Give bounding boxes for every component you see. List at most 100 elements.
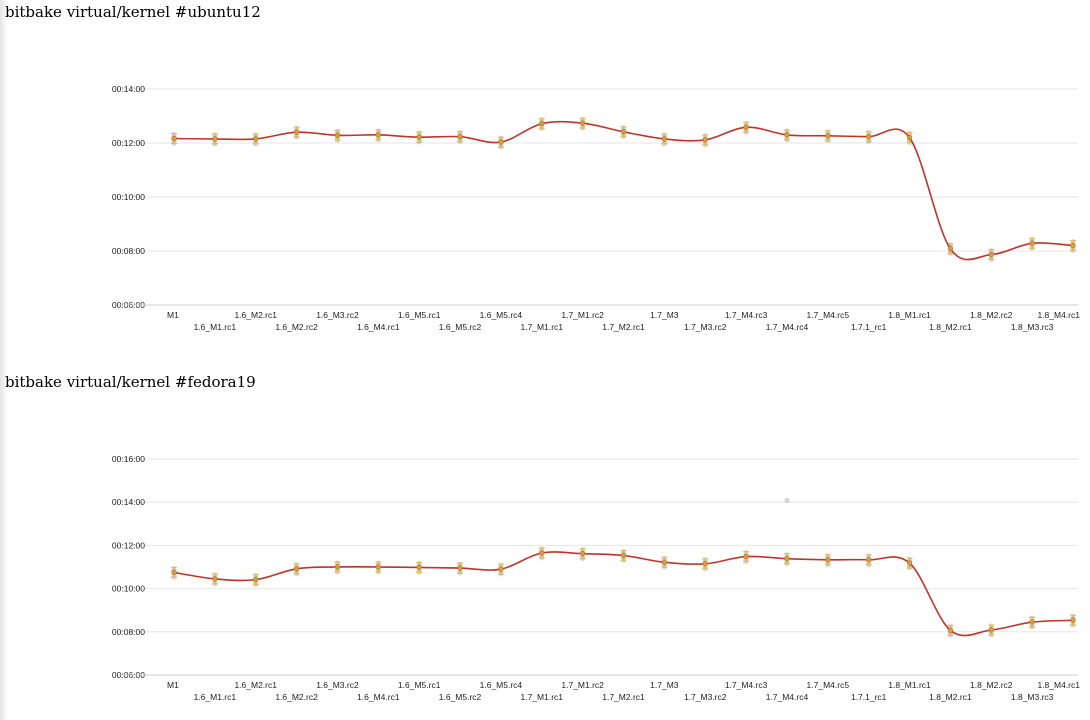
mean-point xyxy=(498,139,504,145)
x-tick-label: 1.8_M2.rc2 xyxy=(970,310,1013,320)
x-tick-label: 1.7_M1.rc1 xyxy=(521,692,564,702)
mean-point xyxy=(293,566,300,572)
y-tick-label: 00:14:00 xyxy=(112,497,145,507)
mean-point xyxy=(457,134,463,140)
chart-section-fedora19: bitbake virtual/kernel #fedora19 00:06:0… xyxy=(0,370,1090,720)
mean-point xyxy=(620,129,627,135)
mean-point xyxy=(579,551,586,557)
mean-point xyxy=(579,120,586,126)
mean-point xyxy=(661,136,668,142)
mean-point xyxy=(253,576,259,583)
mean-point xyxy=(743,124,749,130)
x-tick-label: 1.6_M1.rc1 xyxy=(194,322,237,332)
mean-point xyxy=(498,566,504,572)
x-tick-label: 1.6_M2.rc2 xyxy=(275,322,318,332)
x-tick-label: 1.6_M4.rc1 xyxy=(357,322,400,332)
x-tick-label: 1.8_M4.rc1 xyxy=(1037,680,1080,690)
mean-point xyxy=(702,137,708,143)
x-tick-label: 1.7_M4.rc4 xyxy=(766,692,809,702)
build-time-chart-ubuntu12: 00:06:0000:08:0000:10:0000:12:0000:14:00… xyxy=(112,84,1080,332)
y-tick-label: 00:08:00 xyxy=(112,627,145,637)
mean-point xyxy=(416,134,422,140)
x-tick-label: M1 xyxy=(167,680,179,690)
mean-point xyxy=(947,627,954,634)
chart-title: bitbake virtual/kernel #fedora19 xyxy=(5,373,256,391)
x-tick-label: 1.6_M5.rc4 xyxy=(480,310,523,320)
mean-point xyxy=(743,553,749,560)
y-tick-label: 00:14:00 xyxy=(112,84,145,94)
x-tick-label: 1.8_M1.rc1 xyxy=(888,310,931,320)
x-tick-label: 1.7_M2.rc1 xyxy=(602,322,645,332)
x-tick-label: 1.8_M2.rc1 xyxy=(929,322,972,332)
mean-point xyxy=(702,561,708,567)
x-tick-label: 1.7_M3.rc2 xyxy=(684,322,727,332)
mean-point xyxy=(416,564,422,571)
x-tick-label: 1.8_M3.rc3 xyxy=(1011,692,1054,702)
x-tick-label: 1.7_M1.rc2 xyxy=(561,680,604,690)
x-tick-label: 1.6_M5.rc2 xyxy=(439,692,482,702)
mean-point xyxy=(1029,619,1035,625)
y-tick-label: 00:10:00 xyxy=(112,192,145,202)
y-tick-label: 00:08:00 xyxy=(112,246,145,256)
mean-point xyxy=(539,121,545,127)
x-tick-label: 1.7.1_rc1 xyxy=(851,322,887,332)
x-tick-label: 1.6_M5.rc2 xyxy=(439,322,482,332)
x-tick-label: 1.7.1_rc1 xyxy=(851,692,887,702)
mean-point xyxy=(293,129,300,135)
x-tick-label: 1.6_M2.rc2 xyxy=(275,692,318,702)
mean-point xyxy=(988,627,994,633)
x-tick-label: 1.7_M4.rc5 xyxy=(807,310,850,320)
mean-point xyxy=(825,557,831,563)
mean-point xyxy=(539,550,545,556)
x-tick-label: 1.6_M1.rc1 xyxy=(194,692,237,702)
build-time-chart-fedora19: 00:06:0000:08:0000:10:0000:12:0000:14:00… xyxy=(112,454,1080,702)
x-tick-label: 1.6_M5.rc1 xyxy=(398,680,441,690)
x-tick-label: 1.8_M2.rc2 xyxy=(970,680,1013,690)
mean-point xyxy=(1070,242,1076,249)
x-tick-label: 1.7_M1.rc2 xyxy=(561,310,604,320)
mean-point xyxy=(212,576,218,582)
y-tick-label: 00:12:00 xyxy=(112,540,145,550)
x-tick-label: 1.6_M3.rc2 xyxy=(316,680,359,690)
mean-point xyxy=(988,251,994,258)
x-tick-label: 1.7_M2.rc1 xyxy=(602,692,645,702)
chart-section-ubuntu12: bitbake virtual/kernel #ubuntu12 00:06:0… xyxy=(5,3,1080,332)
x-tick-label: 1.8_M2.rc1 xyxy=(929,692,972,702)
x-tick-label: 1.7_M3.rc2 xyxy=(684,692,727,702)
x-tick-label: 1.7_M3 xyxy=(650,310,679,320)
chart-title: bitbake virtual/kernel #ubuntu12 xyxy=(5,3,261,21)
y-tick-label: 00:16:00 xyxy=(112,454,145,464)
y-tick-label: 00:10:00 xyxy=(112,584,145,594)
mean-point xyxy=(375,564,381,570)
x-tick-label: 1.7_M4.rc3 xyxy=(725,680,768,690)
x-tick-label: 1.7_M4.rc5 xyxy=(807,680,850,690)
x-tick-label: 1.8_M3.rc3 xyxy=(1011,322,1054,332)
y-tick-label: 00:12:00 xyxy=(112,138,145,148)
mean-point xyxy=(171,135,177,142)
x-tick-label: 1.6_M2.rc1 xyxy=(234,310,277,320)
mean-point xyxy=(825,133,831,139)
x-tick-label: 1.6_M2.rc1 xyxy=(234,680,277,690)
mean-point xyxy=(866,557,872,563)
mean-point xyxy=(334,564,341,570)
mean-point xyxy=(212,136,218,142)
x-tick-label: 1.7_M1.rc1 xyxy=(521,322,564,332)
mean-point xyxy=(620,552,627,559)
mean-point xyxy=(906,560,913,566)
window-left-shade xyxy=(0,0,8,720)
x-tick-label: 1.7_M3 xyxy=(650,680,679,690)
mean-point xyxy=(866,134,872,140)
x-tick-label: 1.7_M4.rc3 xyxy=(725,310,768,320)
mean-point xyxy=(661,559,668,565)
x-tick-label: 1.8_M1.rc1 xyxy=(888,680,931,690)
mean-point xyxy=(906,134,913,141)
x-tick-label: 1.6_M5.rc4 xyxy=(480,680,523,690)
mean-point xyxy=(784,556,790,562)
mean-point xyxy=(1070,617,1076,623)
mean-point xyxy=(253,136,259,142)
mean-point xyxy=(784,132,790,138)
mean-point xyxy=(171,569,177,576)
mean-point xyxy=(457,565,463,571)
series-line xyxy=(173,120,1074,261)
x-tick-label: 1.7_M4.rc4 xyxy=(766,322,809,332)
